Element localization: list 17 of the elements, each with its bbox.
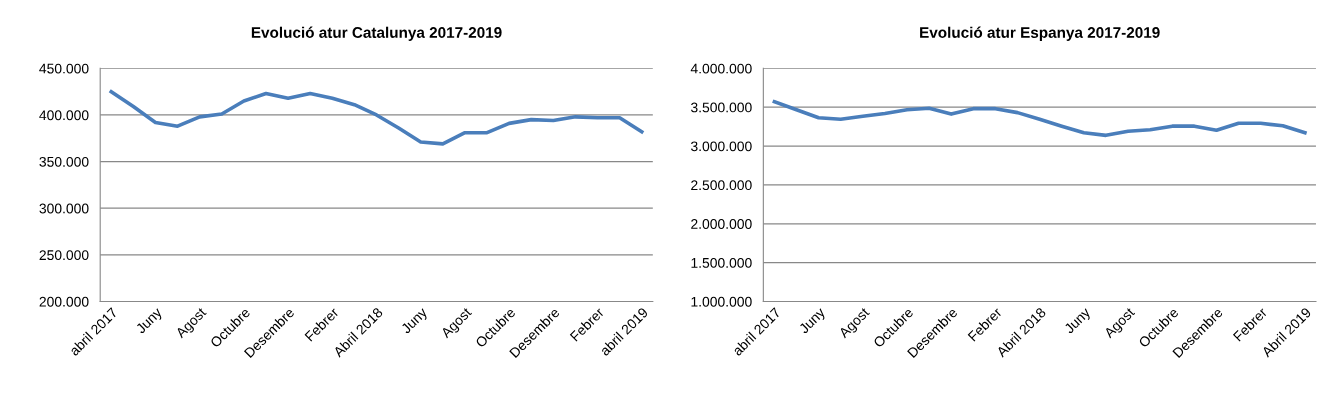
- y-tick-label: 2.500.000: [691, 180, 752, 191]
- y-tick-label: 2.000.000: [691, 219, 752, 229]
- chart-title: Evolució atur Catalunya 2017-2019: [251, 26, 502, 41]
- y-tick-label: 3.000.000: [690, 141, 752, 152]
- y-tick-label: 4.000.000: [690, 63, 752, 74]
- y-tick-label: 400.000: [39, 110, 89, 121]
- y-tick-label: 350.000: [39, 156, 89, 167]
- y-tick-label: 250.000: [39, 250, 89, 261]
- chart-title: Evolució atur Espanya 2017-2019: [920, 26, 1160, 41]
- line-series: [109, 89, 644, 146]
- line-series: [772, 99, 1307, 138]
- y-tick-label: 3.500.000: [690, 102, 752, 113]
- y-tick-label: 1.000.000: [691, 296, 752, 307]
- y-tick-label: 300.000: [39, 203, 89, 214]
- y-tick-label: 200.000: [39, 296, 89, 307]
- y-tick-label: 450.000: [39, 63, 89, 74]
- y-tick-label: 1.500.000: [691, 257, 752, 268]
